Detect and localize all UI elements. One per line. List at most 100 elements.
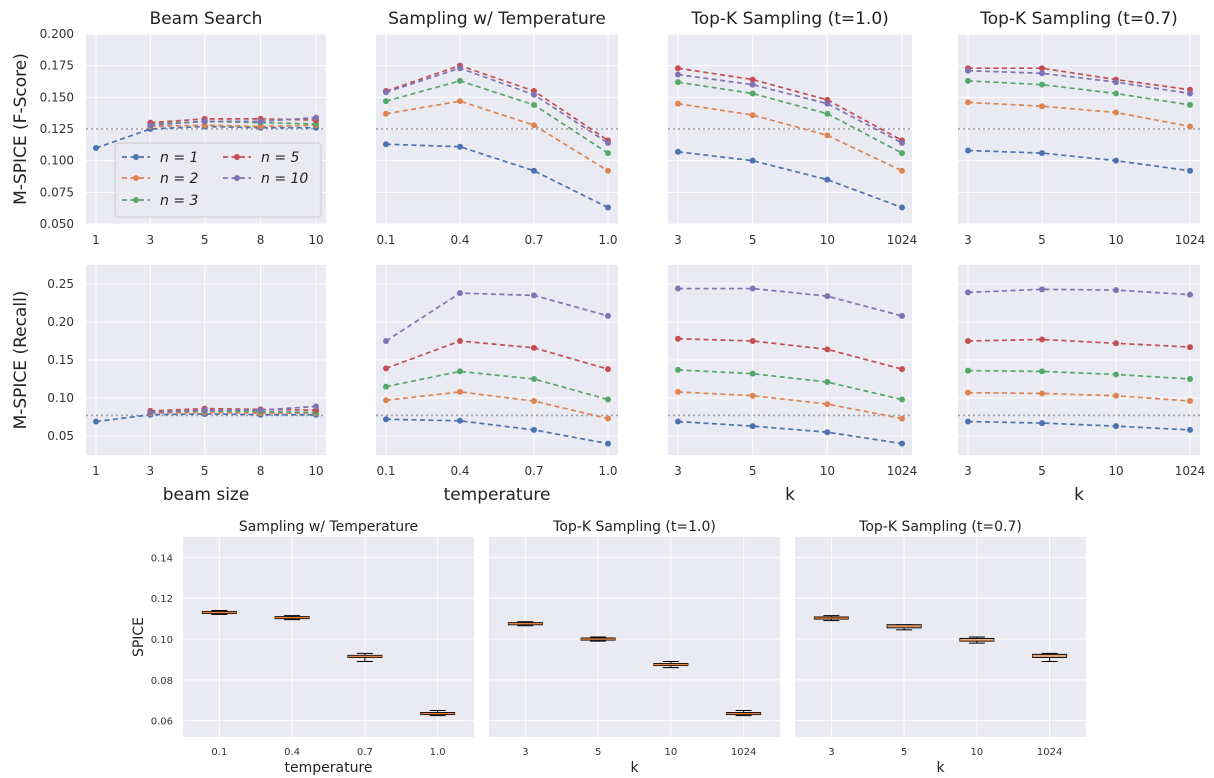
series-line-1	[967, 420, 1191, 431]
data-point	[965, 147, 971, 154]
series-line-2	[677, 391, 903, 420]
data-point	[531, 101, 537, 108]
box-panel-1-bg	[489, 537, 780, 737]
data-point	[383, 365, 389, 372]
data-point	[824, 429, 831, 436]
data-point	[1113, 287, 1119, 294]
box-plot	[959, 636, 995, 644]
data-point	[965, 77, 971, 84]
y-axis-label: M-SPICE (Recall)	[11, 291, 31, 430]
x-tick-label: 5	[1038, 233, 1046, 247]
y-tick-label: 0.25	[47, 277, 74, 291]
data-point	[824, 176, 831, 183]
x-tick-label: 5	[201, 233, 209, 247]
data-point	[1187, 291, 1193, 298]
data-point	[749, 338, 756, 344]
x-tick-label: 0.4	[450, 464, 469, 478]
series-line-2	[677, 102, 903, 172]
panel-title: Beam Search	[150, 9, 263, 29]
x-tick-label: 3	[964, 233, 972, 247]
data-point	[749, 285, 756, 292]
box-plot	[347, 652, 383, 662]
x-tick-label: 5	[595, 747, 601, 758]
x-tick-label: 5	[1038, 464, 1046, 478]
data-point	[1039, 286, 1045, 293]
data-point	[531, 91, 537, 98]
x-tick-label: 5	[201, 464, 209, 478]
data-point	[675, 100, 681, 107]
legend-label: n = 2	[160, 171, 199, 187]
data-point	[1039, 150, 1045, 157]
data-point	[531, 376, 537, 382]
data-point	[965, 389, 971, 396]
data-point	[605, 312, 611, 319]
legend-swatch-marker	[234, 154, 240, 160]
data-point	[1113, 423, 1119, 430]
panel-title: Top-K Sampling (t=0.7)	[858, 519, 1022, 535]
data-point	[605, 139, 611, 146]
data-point	[899, 167, 905, 174]
data-point	[824, 293, 831, 300]
x-tick-label: 0.7	[524, 233, 543, 247]
x-axis-label: k	[630, 760, 639, 776]
panel-title: Top-K Sampling (t=1.0)	[690, 9, 889, 29]
series-line-4	[677, 337, 903, 370]
box-plot	[813, 615, 849, 622]
data-point	[605, 167, 611, 174]
data-point	[675, 366, 681, 373]
y-tick-label: 0.20	[47, 315, 74, 329]
data-point	[749, 370, 756, 377]
data-point	[383, 110, 389, 117]
y-tick-label: 0.050	[40, 217, 74, 231]
data-point	[1187, 344, 1193, 351]
data-point	[675, 79, 681, 86]
data-point	[93, 418, 99, 425]
panel-title: Top-K Sampling (t=1.0)	[552, 519, 716, 535]
y-tick-label: 0.175	[40, 59, 74, 73]
x-tick-label: 1.0	[598, 464, 617, 478]
data-point	[605, 150, 611, 157]
data-point	[457, 77, 463, 84]
series-line-5	[678, 287, 903, 317]
data-point	[605, 415, 611, 422]
data-point	[457, 65, 463, 72]
data-point	[1113, 109, 1119, 116]
series-line-4	[677, 67, 903, 142]
x-tick-label: 0.1	[211, 747, 227, 758]
data-point	[313, 114, 319, 121]
data-point	[383, 397, 389, 404]
series-line-5	[150, 116, 317, 127]
data-point	[605, 366, 611, 373]
x-axis-label: temperature	[285, 760, 373, 776]
data-point	[1113, 157, 1119, 164]
data-point	[675, 285, 681, 292]
series-line-1	[95, 413, 316, 423]
x-tick-label: 1.0	[598, 233, 617, 247]
x-tick-label: 0.7	[524, 464, 543, 478]
y-tick-label: 0.12	[151, 594, 173, 605]
legend-swatch-marker	[133, 197, 139, 203]
legend-swatch-marker	[234, 175, 240, 181]
data-point	[1039, 420, 1045, 427]
series-line-4	[967, 338, 1191, 348]
data-point	[899, 312, 905, 319]
x-tick-label: 3	[674, 464, 682, 478]
legend-swatch-marker	[133, 175, 139, 181]
x-tick-label: 10	[665, 747, 678, 758]
x-tick-label: 5	[749, 233, 757, 247]
x-tick-label: 10	[308, 233, 323, 247]
x-tick-label: 1024	[887, 233, 918, 247]
box-plot	[653, 660, 689, 669]
panel-title: Sampling w/ Temperature	[388, 9, 606, 29]
series-line-2	[150, 124, 317, 128]
x-tick-label: 1024	[731, 747, 756, 758]
y-tick-label: 0.150	[40, 90, 74, 104]
series-line-5	[385, 292, 609, 342]
y-tick-label: 0.10	[151, 635, 173, 646]
x-tick-label: 0.4	[450, 233, 469, 247]
y-axis-label: M-SPICE (F-Score)	[11, 53, 31, 205]
data-point	[1187, 123, 1193, 130]
x-tick-label: 3	[964, 464, 972, 478]
data-point	[457, 338, 463, 344]
